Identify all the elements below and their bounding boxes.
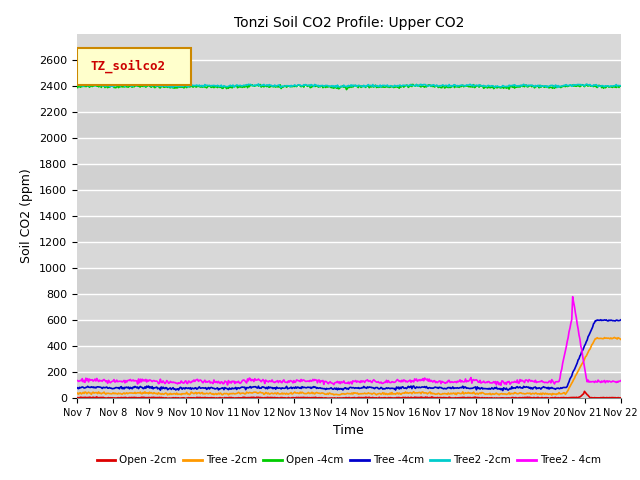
Tree2 - 4cm [213,379,221,384]
Tree2 - 4cm [483,379,490,385]
Tree2 -2cm [255,81,262,87]
Open -2cm [394,395,402,400]
Bar [77,112,621,138]
Tree -4cm [499,388,507,394]
Tree2 -2cm [437,83,445,89]
Open -4cm [394,84,402,90]
Tree2 -2cm [320,84,328,89]
Tree -2cm [169,391,177,397]
Tree -2cm [611,335,618,340]
Tree2 - 4cm [617,378,625,384]
Tree2 - 4cm [497,383,505,388]
Tree -4cm [169,385,177,391]
Tree2 -2cm [169,84,177,90]
Line: Tree2 -2cm: Tree2 -2cm [77,84,621,87]
Bar [77,164,621,190]
FancyBboxPatch shape [77,48,191,84]
Bar [77,320,621,346]
Tree2 -2cm [554,84,561,90]
Line: Open -2cm: Open -2cm [77,391,621,398]
Tree2 - 4cm [319,378,327,384]
Open -2cm [333,396,340,401]
Open -2cm [169,395,177,401]
Bar [77,216,621,242]
Y-axis label: Soil CO2 (ppm): Soil CO2 (ppm) [20,168,33,264]
Open -4cm [213,84,221,90]
Legend: Open -2cm, Tree -2cm, Open -4cm, Tree -4cm, Tree2 -2cm, Tree2 - 4cm: Open -2cm, Tree -2cm, Open -4cm, Tree -4… [92,451,605,469]
Title: Tonzi Soil CO2 Profile: Upper CO2: Tonzi Soil CO2 Profile: Upper CO2 [234,16,464,30]
Line: Tree2 - 4cm: Tree2 - 4cm [77,297,621,385]
Open -4cm [409,82,417,87]
Text: TZ_soilco2: TZ_soilco2 [90,60,165,73]
Line: Tree -4cm: Tree -4cm [77,320,621,391]
Open -2cm [580,388,588,394]
Open -4cm [438,85,445,91]
Tree -2cm [617,336,625,342]
Open -2cm [437,395,445,401]
Bar [77,60,621,86]
Bar [77,268,621,294]
Bar [77,372,621,398]
Tree -2cm [213,392,221,397]
Tree2 - 4cm [569,294,577,300]
Open -2cm [213,395,221,401]
Tree -4cm [319,386,327,392]
Open -4cm [73,84,81,90]
Tree2 - 4cm [73,377,81,383]
Line: Tree -2cm: Tree -2cm [77,337,621,395]
Tree2 - 4cm [436,378,444,384]
Open -2cm [483,395,491,401]
Tree -4cm [597,317,605,323]
Tree -4cm [436,384,444,390]
Tree -2cm [73,391,81,397]
Tree2 -2cm [213,83,221,89]
Open -4cm [484,84,492,90]
Tree2 -2cm [617,83,625,88]
Open -2cm [617,395,625,401]
Tree -2cm [394,390,401,396]
Open -4cm [319,85,327,91]
Tree -2cm [548,392,556,398]
Tree -4cm [213,385,221,391]
Open -4cm [342,87,350,93]
Tree -4cm [394,385,401,391]
Open -4cm [169,85,177,91]
Tree -4cm [483,386,490,392]
Open -4cm [617,84,625,89]
Tree -4cm [73,385,81,391]
Tree -4cm [617,317,625,323]
Tree -2cm [436,391,444,397]
Tree2 - 4cm [394,377,401,383]
Tree -2cm [483,391,490,397]
Tree2 -2cm [394,84,402,89]
Open -2cm [73,395,81,401]
Open -2cm [319,395,327,401]
Tree2 - 4cm [169,379,177,385]
Tree -2cm [319,390,327,396]
Tree2 -2cm [73,83,81,88]
Tree2 -2cm [483,83,491,89]
Line: Open -4cm: Open -4cm [77,84,621,90]
X-axis label: Time: Time [333,424,364,437]
